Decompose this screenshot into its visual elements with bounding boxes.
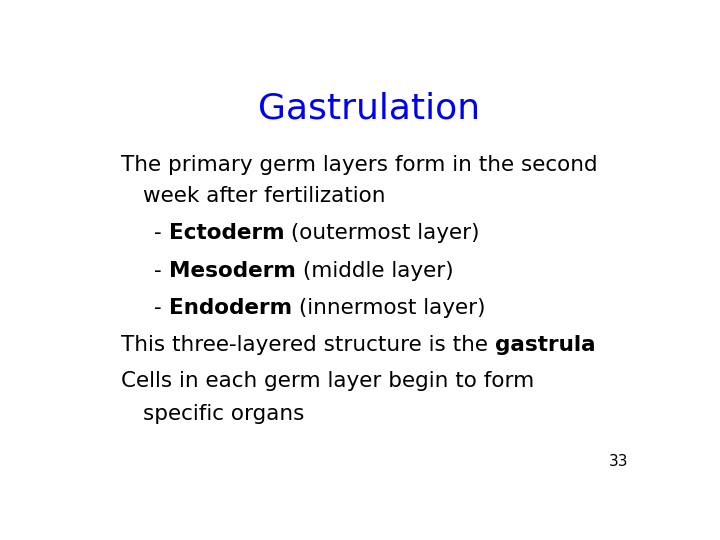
Text: Mesoderm: Mesoderm: [168, 261, 295, 281]
Text: -: -: [154, 261, 168, 281]
Text: week after fertilization: week after fertilization: [143, 186, 385, 206]
Text: (innermost layer): (innermost layer): [292, 298, 485, 318]
Text: (middle layer): (middle layer): [295, 261, 453, 281]
Text: 33: 33: [609, 454, 629, 469]
Text: (outermost layer): (outermost layer): [284, 223, 480, 243]
Text: gastrula: gastrula: [495, 335, 595, 355]
Text: -: -: [154, 223, 168, 243]
Text: specific organs: specific organs: [143, 404, 305, 424]
Text: This three-layered structure is the: This three-layered structure is the: [121, 335, 495, 355]
Text: Endoderm: Endoderm: [168, 298, 292, 318]
Text: -: -: [154, 298, 168, 318]
Text: Gastrulation: Gastrulation: [258, 91, 480, 125]
Text: Cells in each germ layer begin to form: Cells in each germ layer begin to form: [121, 371, 534, 391]
Text: The primary germ layers form in the second: The primary germ layers form in the seco…: [121, 154, 598, 174]
Text: Ectoderm: Ectoderm: [168, 223, 284, 243]
